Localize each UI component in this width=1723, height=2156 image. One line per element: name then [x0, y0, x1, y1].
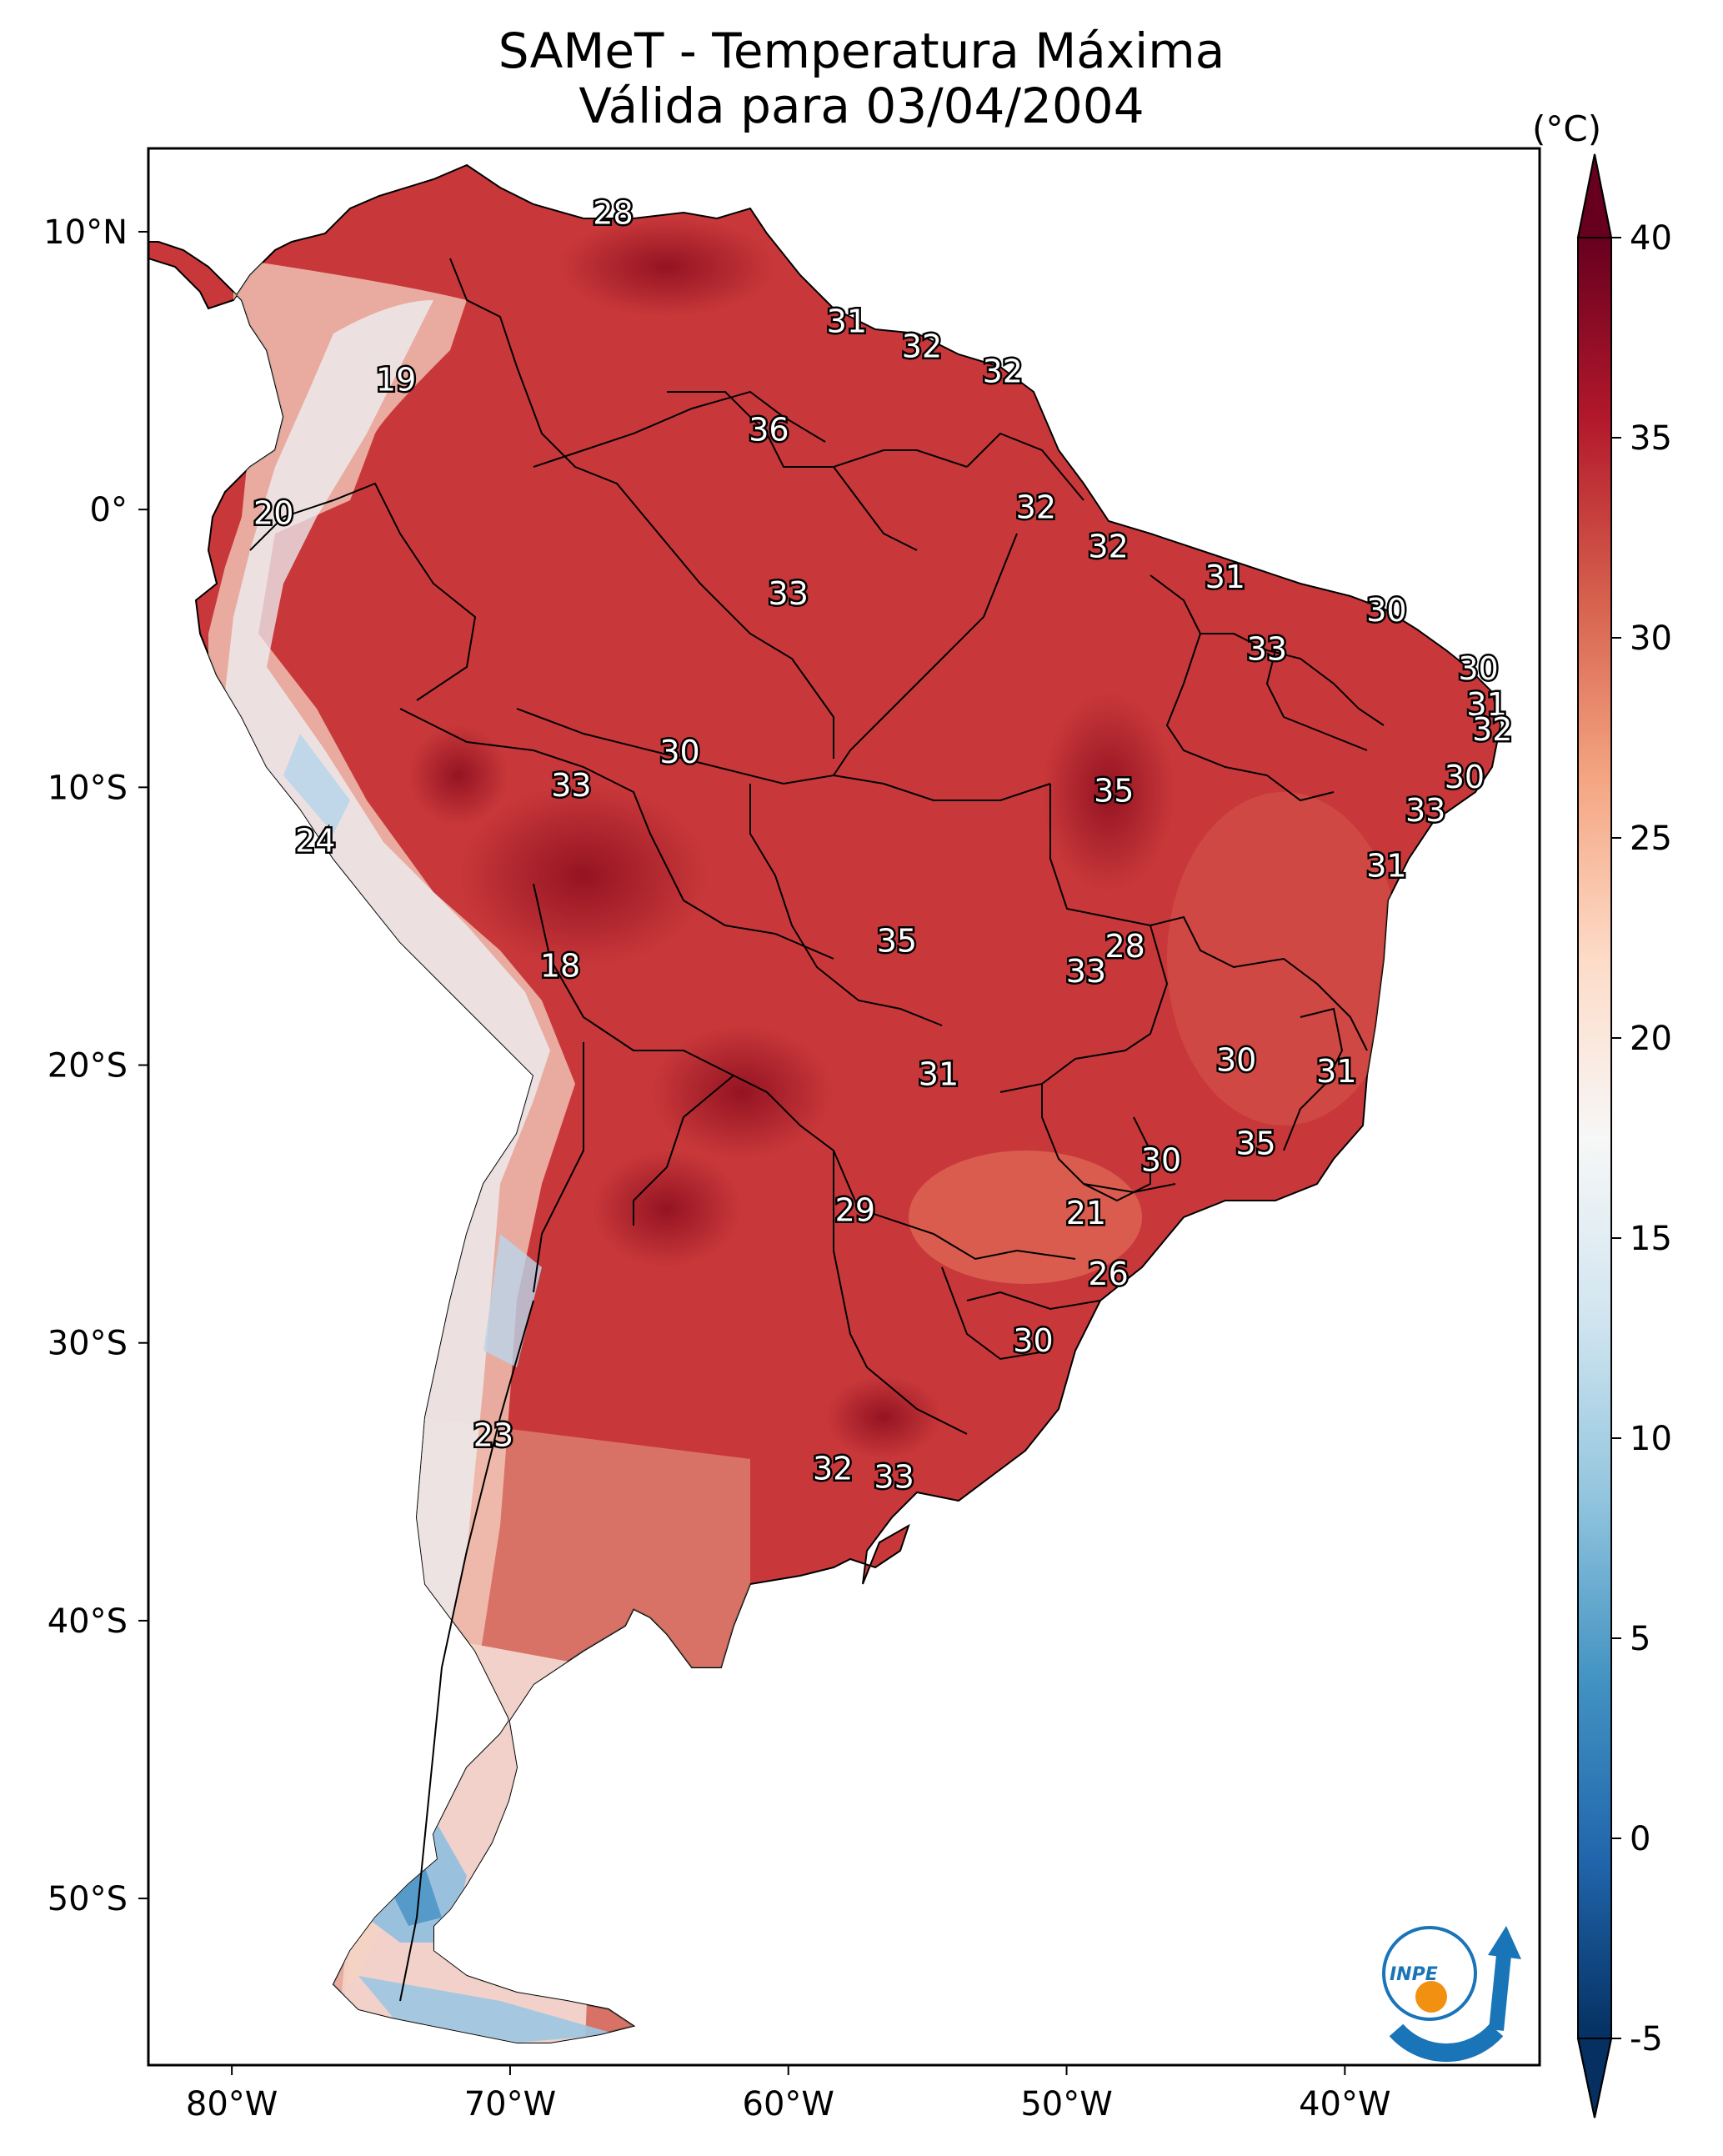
andes-cool-band [208, 258, 575, 2018]
lat-tick-label: 40°S [48, 1602, 128, 1641]
station-value-label: 30 [1445, 759, 1485, 795]
lat-tick-label: 20°S [48, 1047, 128, 1086]
station-value-label: 30 [1216, 1042, 1256, 1079]
station-value-label: 18 [540, 947, 580, 984]
station-value-label: 36 [749, 411, 789, 448]
logo-text: INPE [1390, 1964, 1438, 1985]
station-value-label: 28 [593, 194, 633, 231]
station-value-label: 32 [1016, 489, 1056, 526]
hot-area-northern-argentina [592, 1151, 742, 1267]
colorbar: -5 0 5 10 15 20 25 30 35 40 [1576, 153, 1672, 2118]
lat-tick-label: 30°S [48, 1325, 128, 1363]
colorbar-tick-label: 40 [1630, 219, 1672, 258]
station-value-label: 21 [1066, 1195, 1106, 1231]
colorbar-tick-label: 35 [1630, 419, 1672, 458]
station-value-label: 33 [1247, 631, 1287, 668]
lon-tick-label: 60°W [743, 2085, 834, 2123]
colorbar-tick-label: 10 [1630, 1420, 1672, 1458]
longitude-axis: 80°W 70°W 60°W 50°W 40°W [186, 2065, 1391, 2123]
station-value-label: 35 [877, 922, 917, 959]
hot-area-tocantins [1042, 692, 1175, 892]
station-value-label: 30 [1458, 650, 1498, 687]
map-subtitle: Válida para 03/04/2004 [579, 78, 1144, 134]
station-value-label: 31 [1316, 1053, 1356, 1090]
map-frame [147, 147, 1541, 2067]
logo-arrow-head [1488, 1926, 1521, 1959]
lat-tick-label: 10°S [48, 769, 128, 807]
colorbar-min-arrow [1576, 2038, 1613, 2118]
station-value-label: 35 [1094, 772, 1134, 809]
station-value-label: 33 [769, 575, 809, 612]
station-value-label: 31 [827, 303, 867, 339]
colorbar-tick-label: -5 [1630, 2020, 1663, 2058]
station-value-label: 32 [983, 353, 1023, 389]
station-value-label: 32 [813, 1450, 853, 1487]
station-value-label: 33 [551, 767, 591, 804]
lon-tick-label: 70°W [464, 2085, 556, 2123]
logo-ring [1382, 1926, 1477, 2021]
hot-area-uruguay [825, 1376, 942, 1459]
station-value-label: 32 [1472, 711, 1512, 748]
station-value-label: 24 [295, 822, 335, 859]
station-value-label: 31 [919, 1055, 959, 1092]
station-value-label: 33 [1066, 953, 1106, 990]
andes-cold-band [225, 300, 550, 1884]
logo-orange-dot [1415, 1981, 1447, 2013]
lat-tick-label: 10°N [43, 213, 128, 252]
station-value-label: 31 [1366, 847, 1406, 884]
country-borders [249, 258, 1385, 2002]
hot-area-venezuela [558, 217, 775, 317]
latitude-axis: 10°N 0° 10°S 20°S 30°S 40°S 50°S [43, 213, 148, 1918]
colorbar-tick-label: 15 [1630, 1220, 1672, 1258]
colorbar-gradient [1578, 238, 1611, 2038]
lon-tick-label: 40°W [1299, 2085, 1390, 2123]
logo-swoosh [1389, 2023, 1504, 2063]
colorbar-ticks: -5 0 5 10 15 20 25 30 35 40 [1611, 219, 1672, 2058]
station-value-label: 30 [659, 734, 699, 770]
logo-arrow-shaft [1489, 1946, 1512, 2031]
lat-tick-label: 50°S [48, 1880, 128, 1918]
andes-cold-peru [283, 734, 350, 834]
hot-area-chaco [650, 1025, 834, 1159]
station-value-label: 31 [1205, 559, 1245, 595]
andes-cold-chile-north [483, 1234, 542, 1367]
lon-tick-label: 80°W [186, 2085, 278, 2123]
station-value-label: 33 [1405, 792, 1445, 829]
inpe-logo: INPE [1382, 1926, 1521, 2063]
map-title: SAMeT - Temperatura Máxima [498, 23, 1225, 79]
hot-area-peru [408, 725, 508, 825]
colorbar-tick-label: 0 [1630, 1820, 1650, 1858]
colorbar-tick-label: 20 [1630, 1020, 1672, 1058]
station-value-label: 19 [376, 361, 416, 398]
station-value-label: 29 [835, 1192, 875, 1229]
colorbar-tick-label: 30 [1630, 619, 1672, 658]
colorbar-tick-label: 25 [1630, 820, 1672, 858]
station-value-label: 32 [1088, 528, 1128, 564]
station-value-label: 20 [253, 494, 293, 531]
station-value-label: 33 [874, 1458, 914, 1495]
hot-area-bolivia [458, 784, 709, 967]
station-value-label: 30 [1366, 592, 1406, 629]
station-value-label: 30 [1013, 1322, 1053, 1359]
station-values-layer: 2819203132323633323231303330313230333130… [252, 193, 1515, 1497]
station-value-label: 30 [1141, 1142, 1181, 1179]
lon-tick-label: 50°W [1020, 2085, 1112, 2123]
station-value-label: 32 [902, 328, 942, 364]
lat-tick-label: 0° [90, 491, 128, 529]
colorbar-max-arrow [1576, 153, 1613, 238]
colorbar-units-label: (°C) [1532, 108, 1602, 149]
station-value-label: 26 [1088, 1256, 1128, 1292]
station-value-label: 35 [1235, 1126, 1275, 1162]
colorbar-tick-label: 5 [1630, 1620, 1650, 1658]
station-value-label: 31 [1466, 686, 1506, 723]
station-value-label: 28 [1104, 928, 1144, 965]
station-value-label: 23 [473, 1416, 513, 1453]
